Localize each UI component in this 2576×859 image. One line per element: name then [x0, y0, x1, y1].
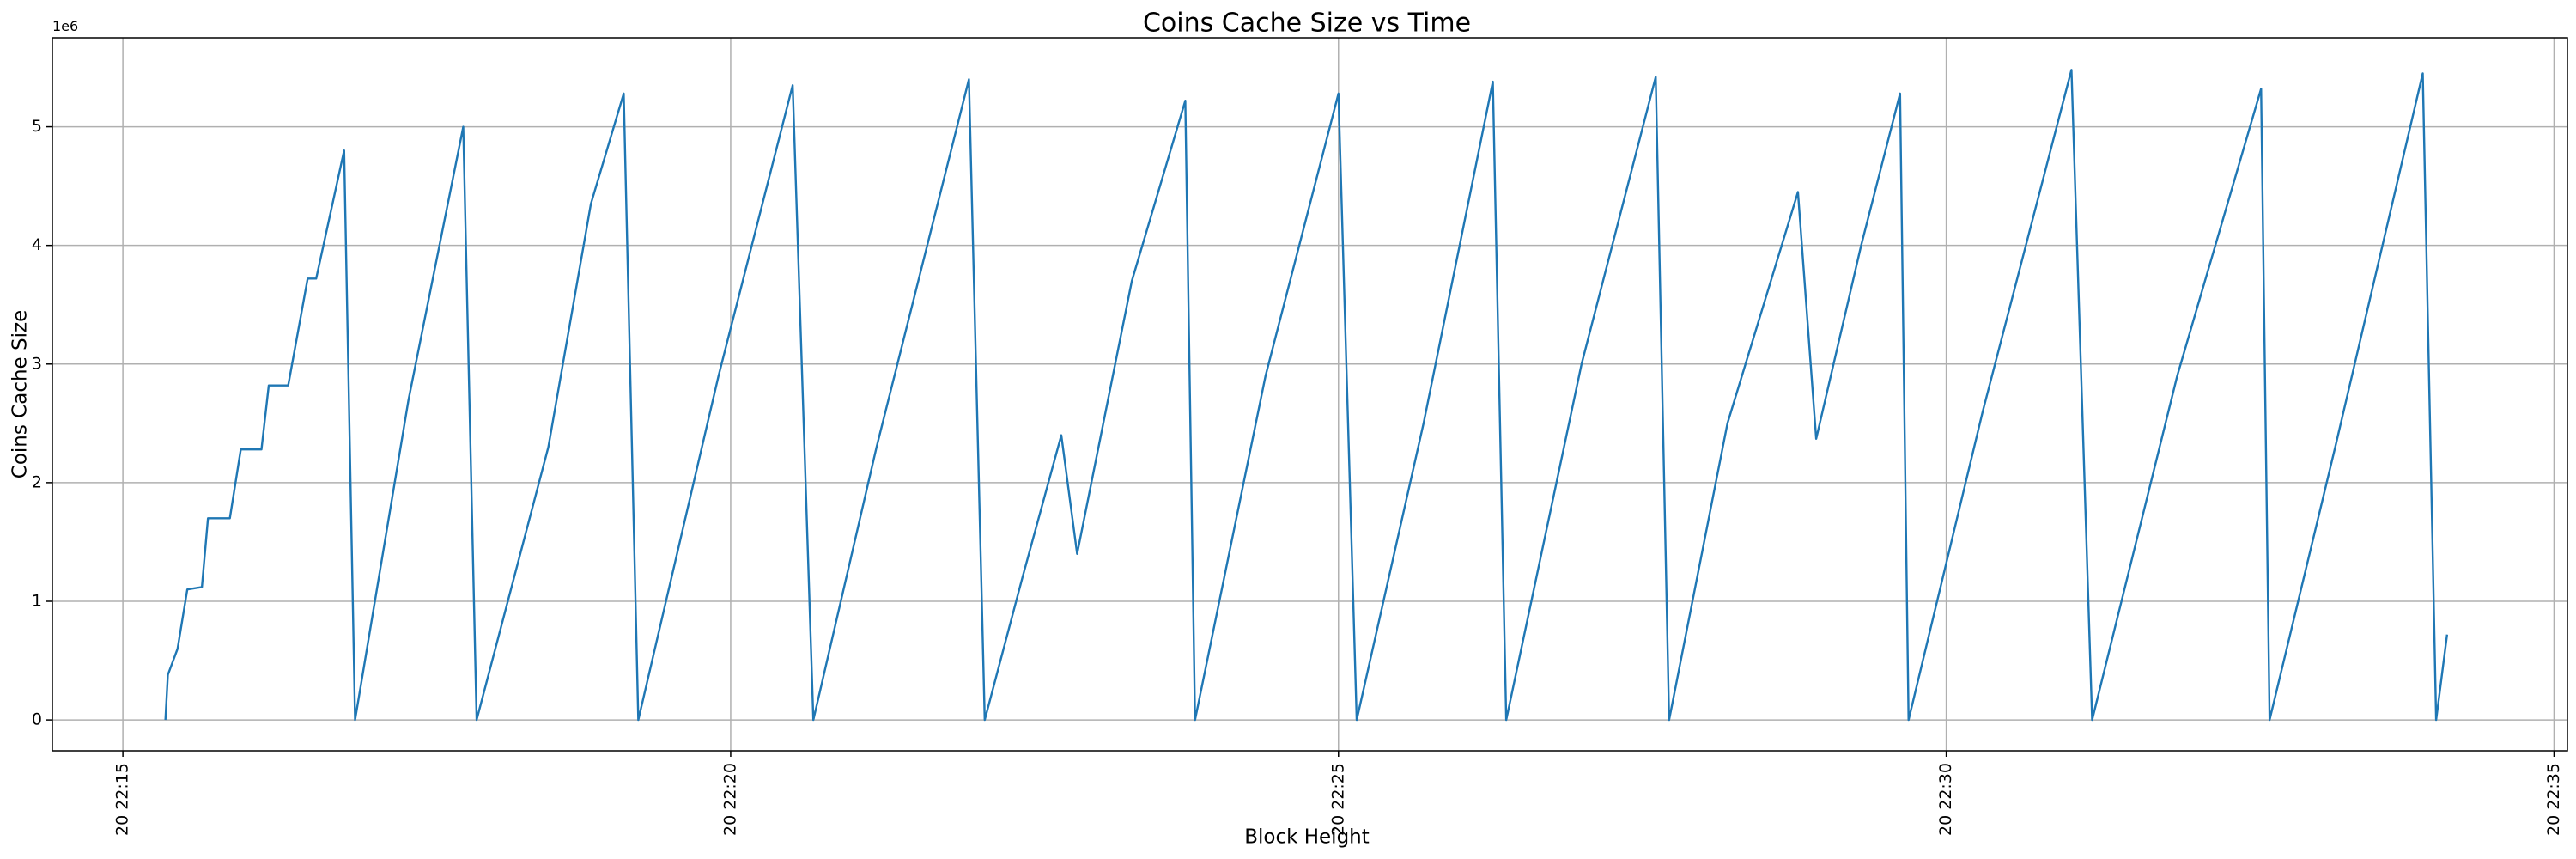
y-tick-label: 4	[32, 235, 42, 254]
x-tick-label: 20 22:30	[1936, 763, 1955, 836]
y-tick-label: 0	[32, 710, 42, 729]
y-offset-label: 1e6	[52, 18, 78, 34]
x-tick-label: 20 22:15	[113, 763, 132, 836]
y-tick-label: 2	[32, 472, 42, 491]
data-line	[164, 69, 2449, 722]
plot-frame	[52, 37, 2568, 752]
y-axis-label: Coins Cache Size	[9, 310, 32, 478]
chart-title: Coins Cache Size vs Time	[1143, 9, 1471, 39]
x-tick-label: 20 22:25	[1328, 763, 1347, 836]
x-tick-label: 20 22:35	[2544, 763, 2563, 836]
x-tick-label: 20 22:20	[720, 763, 739, 836]
y-tick-label: 5	[32, 117, 42, 136]
y-tick-label: 1	[32, 591, 42, 610]
x-axis-label: Block Height	[1244, 826, 1370, 849]
y-tick-label: 3	[32, 354, 42, 373]
